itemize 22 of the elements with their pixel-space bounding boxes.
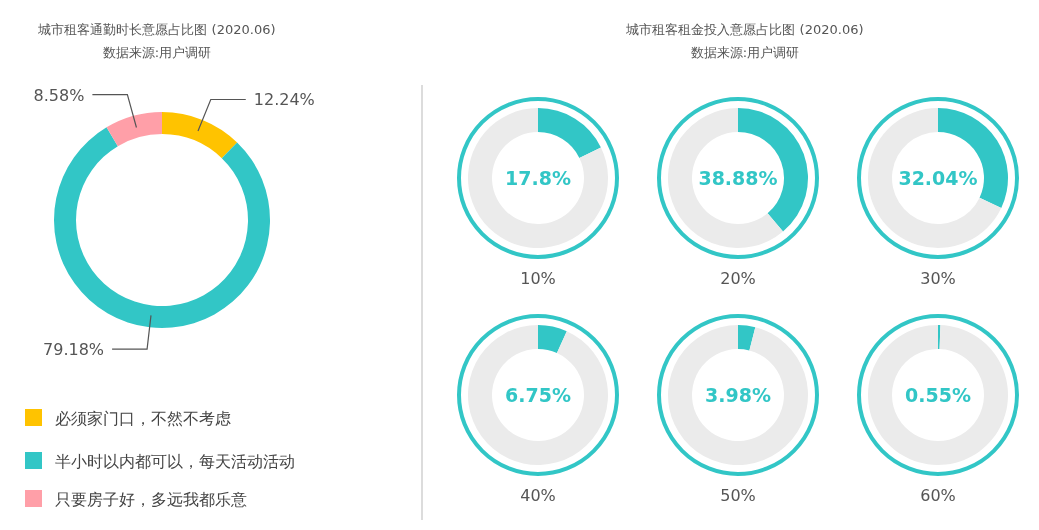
text: 3.98%	[705, 384, 771, 406]
text: 32.04%	[898, 167, 978, 189]
text: 50%	[720, 486, 756, 505]
data-label: 8.58%	[33, 85, 85, 105]
text: 17.8%	[505, 167, 571, 189]
data-label: 12.24%	[253, 90, 315, 110]
text: 30%	[920, 269, 956, 288]
data-label: 79.18%	[43, 340, 105, 360]
legend-label: 半小时以内都可以，每天活动活动	[55, 452, 295, 471]
text: 0.55%	[905, 384, 971, 406]
text: 6.75%	[505, 384, 571, 406]
chart-title: 城市租客租金投入意愿占比图 (2020.06)	[625, 22, 864, 37]
text: 60%	[920, 486, 956, 505]
text: 20%	[720, 269, 756, 288]
text: 40%	[520, 486, 556, 505]
legend-label: 只要房子好，多远我都乐意	[55, 490, 247, 509]
text: 10%	[520, 269, 556, 288]
chart-title: 城市租客通勤时长意愿占比图 (2020.06)	[37, 22, 276, 37]
chart-subtitle: 数据来源:用户调研	[102, 45, 212, 60]
legend-label: 必须家门口，不然不考虑	[55, 409, 231, 428]
chart-subtitle: 数据来源:用户调研	[690, 45, 800, 60]
text: 38.88%	[698, 167, 778, 189]
